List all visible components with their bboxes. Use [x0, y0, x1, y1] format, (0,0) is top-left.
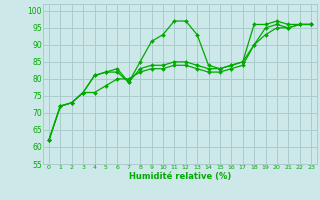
X-axis label: Humidité relative (%): Humidité relative (%)	[129, 172, 231, 181]
